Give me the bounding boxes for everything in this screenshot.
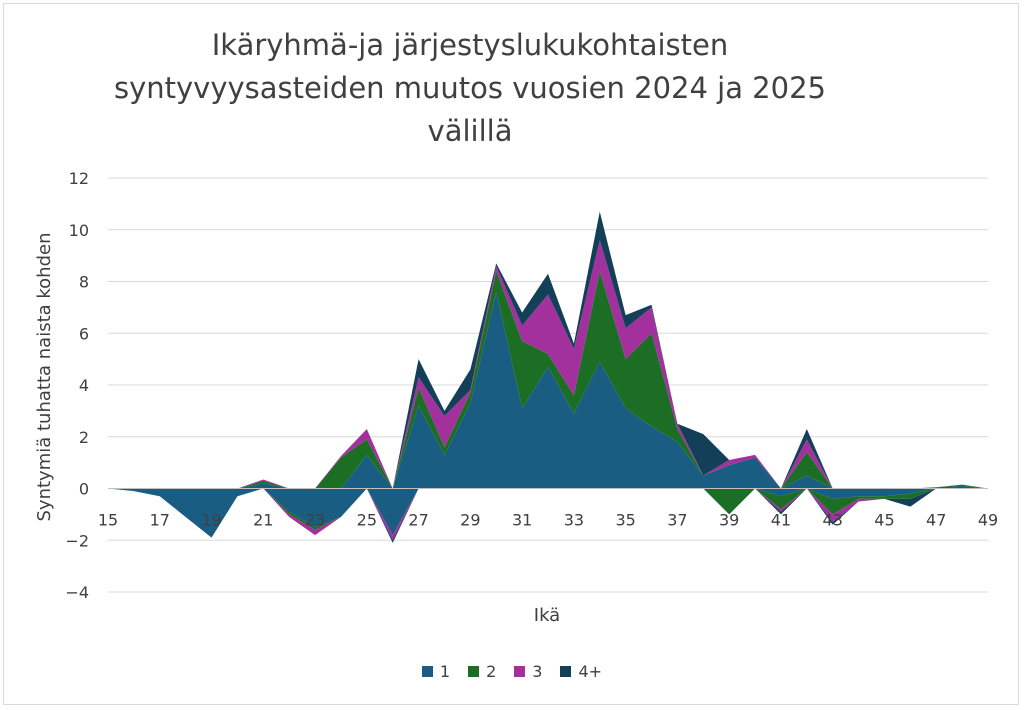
x-tick-label: 37 <box>667 511 687 530</box>
x-tick-label: 43 <box>823 511 843 530</box>
y-tick-label: 12 <box>69 169 89 188</box>
y-tick-label: −4 <box>65 583 89 602</box>
legend-label: 2 <box>486 662 497 681</box>
legend-label: 3 <box>532 662 543 681</box>
x-tick-label: 19 <box>201 511 221 530</box>
axes: −4 −2 0 2 4 6 8 10 12 15 17 19 21 23 25 27 29 31 33 35 37 39 4… <box>65 169 998 602</box>
legend-swatch <box>421 666 433 677</box>
chart-title: Ikäryhmä-ja järjestyslukukohtaisten synt… <box>114 28 826 148</box>
y-tick-label: 6 <box>79 324 89 343</box>
x-tick-label: 23 <box>305 511 325 530</box>
x-tick-label: 29 <box>460 511 480 530</box>
legend-item: 4+ <box>560 662 602 681</box>
legend-item: 3 <box>514 662 542 681</box>
x-tick-label: 45 <box>874 511 894 530</box>
x-tick-label: 21 <box>253 511 273 530</box>
legend: 1 2 3 4+ <box>0 662 1024 681</box>
legend-label: 4+ <box>578 662 603 681</box>
legend-swatch <box>468 666 480 677</box>
area-series-1-positive <box>108 291 988 489</box>
legend-swatch <box>560 666 572 677</box>
x-tick-label: 35 <box>615 511 635 530</box>
x-tick-label: 31 <box>512 511 532 530</box>
chart-frame <box>3 3 1019 705</box>
y-tick-label: −2 <box>65 531 89 550</box>
area-series-1-negative <box>108 488 988 538</box>
y-tick-label: 0 <box>79 480 89 499</box>
y-tick-label: 8 <box>79 273 89 292</box>
x-axis-title: Ikä <box>534 605 560 626</box>
legend-item: 1 <box>421 662 451 681</box>
x-tick-label: 33 <box>564 511 584 530</box>
y-tick-label: 10 <box>69 221 89 240</box>
legend-item: 2 <box>468 662 496 681</box>
y-tick-label: 4 <box>79 376 89 395</box>
x-tick-label: 25 <box>357 511 377 530</box>
y-axis-title: Syntymiä tuhatta naista kohden <box>34 233 55 522</box>
x-tick-label: 15 <box>98 511 118 530</box>
x-tick-label: 47 <box>926 511 946 530</box>
legend-label: 1 <box>439 662 451 681</box>
x-tick-label: 49 <box>978 511 998 530</box>
y-tick-label: 2 <box>79 428 89 447</box>
x-tick-label: 39 <box>719 511 739 530</box>
area-series <box>108 211 988 543</box>
x-tick-label: 27 <box>408 511 428 530</box>
legend-swatch <box>514 666 526 677</box>
x-tick-label: 17 <box>150 511 170 530</box>
x-tick-label: 41 <box>771 511 791 530</box>
